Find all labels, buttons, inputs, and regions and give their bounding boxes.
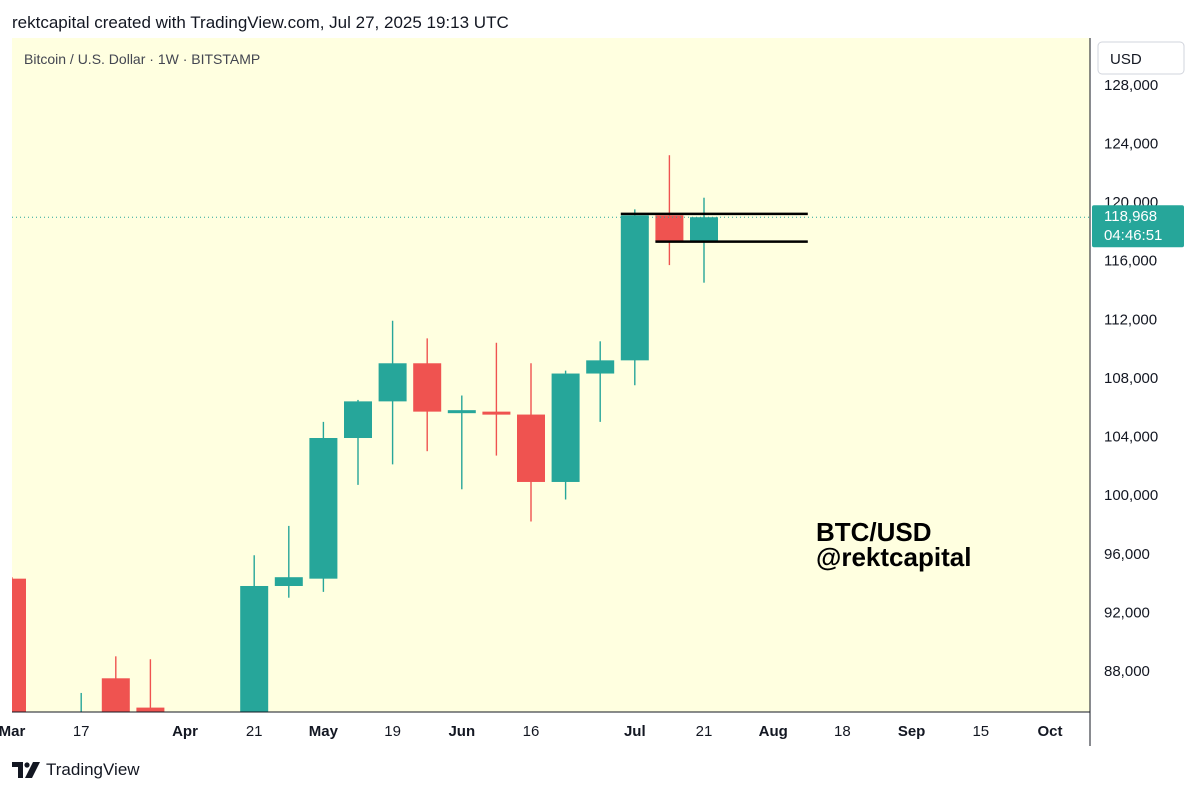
candle-body-11[interactable] <box>482 411 511 415</box>
x-tick-label-0: Mar <box>0 723 25 740</box>
x-tick-label-14: Oct <box>1037 723 1062 740</box>
candle-body-4[interactable] <box>240 585 269 715</box>
x-tick-label-6: Jun <box>448 723 475 740</box>
annotation-line-2: @rektcapital <box>816 542 971 572</box>
candle-body-0[interactable] <box>0 578 26 752</box>
x-tick-label-13: 15 <box>972 723 989 740</box>
y-tick-label-9: 124,000 <box>1104 135 1158 152</box>
currency-label: USD <box>1110 51 1142 68</box>
candle-body-9[interactable] <box>413 363 442 412</box>
tradingview-logo-icon <box>12 762 40 778</box>
header-attribution: rektcapital created with TradingView.com… <box>12 13 509 32</box>
candle-body-14[interactable] <box>586 360 615 374</box>
x-tick-label-8: Jul <box>624 723 646 740</box>
plot-background <box>12 38 1090 712</box>
y-tick-label-1: 92,000 <box>1104 604 1150 621</box>
x-tick-label-4: May <box>309 723 339 740</box>
x-tick-label-11: 18 <box>834 723 851 740</box>
annotation-line-1: BTC/USD <box>816 517 932 547</box>
y-tick-label-2: 96,000 <box>1104 546 1150 563</box>
price-axis[interactable]: 88,000 92,000 96,000 100,000 104,000 108,000 1… <box>1104 77 1158 680</box>
y-tick-label-4: 104,000 <box>1104 429 1158 446</box>
x-tick-label-3: 21 <box>246 723 263 740</box>
candle-body-16[interactable] <box>655 215 684 242</box>
candle-body-7[interactable] <box>344 401 372 439</box>
y-tick-label-3: 100,000 <box>1104 487 1158 504</box>
candle-body-13[interactable] <box>551 373 580 482</box>
candle-body-12[interactable] <box>517 414 545 482</box>
tradingview-logo[interactable]: TradingView <box>12 760 140 780</box>
y-tick-label-0: 88,000 <box>1104 663 1150 680</box>
x-tick-label-1: 17 <box>73 723 90 740</box>
candle-body-6[interactable] <box>309 438 338 579</box>
candle-body-17[interactable] <box>690 217 718 242</box>
candle-body-8[interactable] <box>378 363 407 402</box>
y-tick-label-6: 112,000 <box>1104 311 1157 328</box>
y-tick-label-7: 116,000 <box>1104 253 1157 270</box>
candle-body-2[interactable] <box>101 678 130 751</box>
candle-body-15[interactable] <box>620 215 649 361</box>
x-tick-label-10: Aug <box>759 723 788 740</box>
candle-body-10[interactable] <box>447 410 476 414</box>
y-tick-label-10: 128,000 <box>1104 77 1158 94</box>
chart-title: Bitcoin / U.S. Dollar · 1W · BITSTAMP <box>24 51 260 67</box>
x-tick-label-5: 19 <box>384 723 401 740</box>
candle-body-3[interactable] <box>136 707 165 794</box>
range-lines-layer <box>620 212 808 243</box>
currency-box[interactable] <box>1097 41 1185 75</box>
y-tick-label-5: 108,000 <box>1104 370 1158 387</box>
time-axis[interactable]: Mar 17 Apr 21 May 19 Jun 16 Jul 21 Aug 18 Sep 15 Oct <box>0 723 1063 740</box>
x-tick-label-2: Apr <box>172 723 198 740</box>
x-tick-label-12: Sep <box>898 723 926 740</box>
candle-body-5[interactable] <box>274 577 303 586</box>
tradingview-brand: TradingView <box>46 760 140 779</box>
candles-layer <box>0 155 718 794</box>
x-tick-label-7: 16 <box>523 723 540 740</box>
bar-countdown: 04:46:51 <box>1104 227 1162 244</box>
last-price-value: 118,968 <box>1104 208 1157 225</box>
x-tick-label-9: 21 <box>696 723 713 740</box>
last-price-badge: 118,968 04:46:51 <box>1092 205 1184 248</box>
